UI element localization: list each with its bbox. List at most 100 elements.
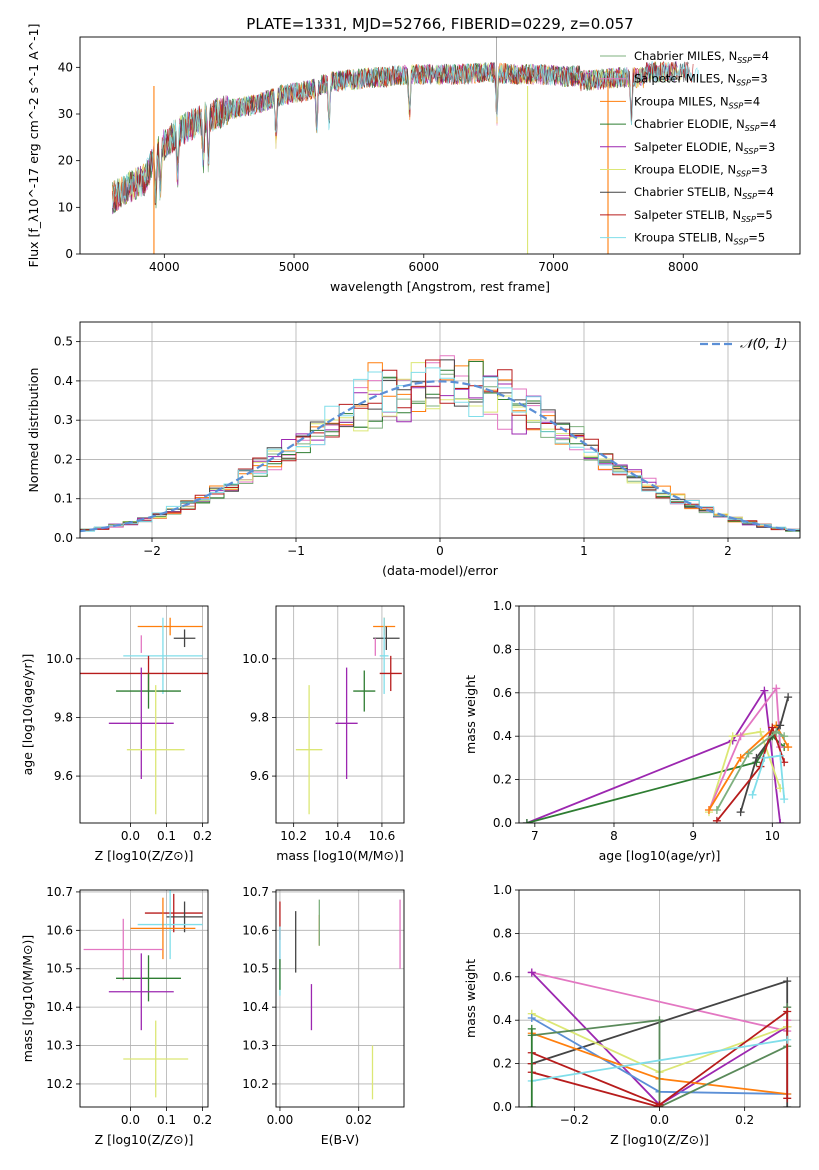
x-axis-label: (data-model)/error — [382, 563, 499, 578]
histogram-steps — [80, 355, 800, 534]
y-tick-label: 9.8 — [54, 710, 73, 724]
weight-point-marker — [783, 977, 792, 986]
weight-point-marker — [760, 686, 769, 695]
weight_vs_age-lines — [522, 684, 793, 823]
weight-point-marker — [784, 693, 793, 702]
y-tick-label: 10.5 — [46, 962, 73, 976]
weight-point-marker — [527, 1014, 536, 1023]
legend-subscript: SSP — [741, 215, 756, 224]
legend-label: Chabrier MILES, NSSP=4 — [634, 49, 769, 65]
y-axis-label: age [log10(age/yr)] — [20, 654, 35, 776]
weight-point-marker — [756, 727, 765, 736]
y-tick-label: 30 — [58, 107, 73, 121]
y-tick-label: 10.2 — [242, 1077, 269, 1091]
x-tick-label: 9 — [689, 829, 697, 843]
y-axis-label: mass weight — [463, 675, 478, 754]
y-axis-label: Normed distribution — [26, 368, 41, 493]
y-tick-label: 10.6 — [242, 923, 269, 937]
y-tick-label: 10.3 — [242, 1039, 269, 1053]
mass_vs_Z-frame — [79, 889, 209, 1108]
age_vs_Z-frame — [79, 605, 209, 824]
weight-point-marker — [772, 727, 781, 736]
x-axis-label: Z [log10(Z/Z⊙)] — [95, 1132, 194, 1147]
spectrum-frame — [79, 36, 801, 255]
legend-rest: =3 — [758, 140, 775, 154]
y-tick-label: 10.2 — [46, 1077, 73, 1091]
weight-series-line — [716, 730, 785, 811]
y-tick-label: 10 — [58, 200, 73, 214]
y-tick-label: 9.6 — [250, 769, 269, 783]
weight_vs_Z-lines — [527, 968, 792, 1107]
weight-point-marker — [522, 819, 531, 823]
y-axis-label: Flux [f_λ10^-17 erg cm^-2 s^-1 A^-1] — [26, 24, 41, 268]
x-axis-label: E(B-V) — [321, 1132, 360, 1147]
legend-label: Salpeter MILES, NSSP=3 — [634, 72, 768, 88]
x-tick-label: 10.6 — [369, 829, 396, 843]
legend-label: Salpeter ELODIE, NSSP=3 — [634, 140, 775, 156]
weight-point-marker — [744, 749, 753, 758]
y-tick-label: 20 — [58, 154, 73, 168]
x-tick-label: 10 — [765, 829, 780, 843]
mass_vs_Z-errorbars — [83, 890, 203, 1098]
x-tick-label: 5000 — [279, 260, 310, 274]
legend-label: Kroupa ELODIE, NSSP=3 — [634, 163, 768, 179]
weight-point-marker — [776, 751, 785, 760]
y-tick-label: 10.4 — [242, 1000, 269, 1014]
weight-point-marker — [748, 790, 757, 799]
y-tick-label: 0.2 — [54, 452, 73, 466]
y-tick-label: 0.2 — [493, 773, 512, 787]
legend-subscript: SSP — [744, 147, 759, 156]
weight-point-marker — [783, 1094, 792, 1103]
x-tick-label: 7 — [531, 829, 539, 843]
x-tick-label: −2 — [143, 544, 161, 558]
legend-rest: =4 — [757, 185, 774, 199]
x-tick-label: 0.0 — [650, 1113, 669, 1127]
mass_vs_Z-axes: 0.0 0.1 0.2 10.2 10.3 10.4 10.5 10.6 10.7 Z [log1… — [20, 885, 212, 1147]
y-tick-label: 0.2 — [493, 1057, 512, 1071]
spectrum-series-line — [112, 61, 699, 208]
weight-point-marker — [752, 753, 761, 762]
x-tick-label: 0.2 — [735, 1113, 754, 1127]
weight-point-marker — [527, 968, 536, 977]
legend-subscript: SSP — [742, 192, 757, 201]
x-tick-label: 0.0 — [121, 829, 140, 843]
legend-label: 𝒩(0, 1) — [740, 337, 787, 352]
y-tick-label: 0.6 — [493, 686, 512, 700]
legend-rest: =3 — [751, 163, 768, 177]
weight-point-marker — [784, 743, 793, 752]
x-tick-label: −1 — [287, 544, 305, 558]
weight-point-marker — [704, 805, 713, 814]
legend-rest: =4 — [760, 117, 777, 131]
weight-point-marker — [736, 732, 745, 741]
x-tick-label: 4000 — [149, 260, 180, 274]
x-tick-label: 0.00 — [267, 1113, 294, 1127]
weight-series-line — [751, 754, 786, 800]
x-tick-label: 8000 — [668, 260, 699, 274]
weight-series-line — [531, 1009, 789, 1106]
x-axis-label: age [log10(age/yr)] — [599, 848, 721, 863]
y-tick-label: 0.0 — [54, 531, 73, 545]
x-tick-label: 10.4 — [324, 829, 351, 843]
legend-rest: =3 — [751, 72, 768, 86]
weight-point-marker — [728, 732, 737, 741]
x-tick-label: 0.1 — [157, 1113, 176, 1127]
spectrum-lines — [112, 37, 699, 254]
y-tick-label: 0.8 — [493, 926, 512, 940]
legend-subscript: SSP — [736, 170, 751, 179]
legend-subscript: SSP — [736, 79, 751, 88]
y-tick-label: 1.0 — [493, 599, 512, 613]
x-tick-label: 0.02 — [345, 1113, 372, 1127]
weight-point-marker — [776, 721, 785, 730]
legend-label: Kroupa STELIB, NSSP=5 — [634, 231, 765, 247]
x-tick-label: 0.2 — [193, 829, 212, 843]
weight-point-marker — [712, 816, 721, 823]
age_vs_mass-frame — [275, 605, 405, 824]
x-axis-label: Z [log10(Z/Z⊙)] — [95, 848, 194, 863]
weight-point-marker — [527, 1024, 536, 1033]
y-tick-label: 0.8 — [493, 642, 512, 656]
weight-point-marker — [783, 1007, 792, 1016]
legend-rest: =5 — [756, 208, 773, 222]
x-axis-label: Z [log10(Z/Z⊙)] — [610, 1132, 709, 1147]
y-tick-label: 10.7 — [46, 885, 73, 899]
weight-point-marker — [712, 805, 721, 814]
